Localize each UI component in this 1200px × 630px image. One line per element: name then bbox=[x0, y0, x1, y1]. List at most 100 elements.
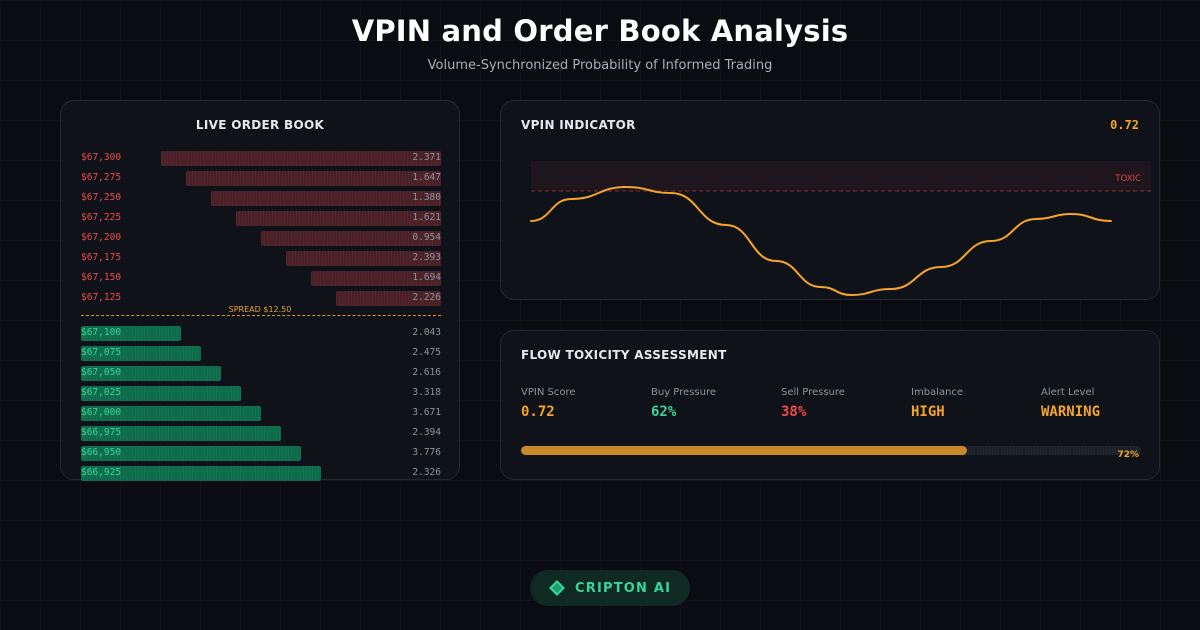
bid-price: $66,950 bbox=[81, 447, 122, 458]
ask-row: $67,225 1.621 bbox=[81, 211, 441, 226]
order-book-title: LIVE ORDER BOOK bbox=[195, 118, 325, 132]
metric-value: 62% bbox=[651, 404, 677, 420]
bid-size: 2.616 bbox=[412, 367, 441, 378]
toxic-label: TOXIC bbox=[1114, 174, 1141, 184]
ask-price: $67,125 bbox=[81, 292, 122, 303]
bid-size: 3.671 bbox=[412, 407, 441, 418]
metric-imbalance: Imbalance HIGH bbox=[911, 387, 1041, 420]
bid-price: $66,925 bbox=[81, 467, 122, 478]
ask-depth-bar bbox=[336, 291, 441, 306]
ask-price: $67,275 bbox=[81, 172, 122, 183]
toxicity-progress-label: 72% bbox=[1117, 450, 1139, 460]
ask-depth-bar bbox=[236, 211, 441, 226]
bid-row: $67,100 2.043 bbox=[81, 326, 441, 341]
ask-size: 1.647 bbox=[412, 172, 441, 183]
bid-depth-bar bbox=[81, 366, 221, 381]
bid-depth-bar bbox=[81, 426, 281, 441]
spread-label: SPREAD $12.50 bbox=[61, 305, 459, 314]
vpin-indicator-panel: VPIN INDICATOR 0.72 TOXIC bbox=[500, 100, 1160, 300]
page-subtitle: Volume-Synchronized Probability of Infor… bbox=[427, 58, 773, 73]
ask-size: 2.371 bbox=[412, 152, 441, 163]
bid-depth-bar bbox=[81, 406, 261, 421]
bid-depth-bar bbox=[81, 466, 321, 481]
metric-alert-level: Alert Level WARNING bbox=[1041, 387, 1171, 420]
ask-price: $67,300 bbox=[81, 152, 122, 163]
ask-price: $67,175 bbox=[81, 252, 122, 263]
metric-value: WARNING bbox=[1041, 404, 1101, 420]
ask-depth-bar bbox=[186, 171, 441, 186]
bid-row: $67,000 3.671 bbox=[81, 406, 441, 421]
metric-label: Sell Pressure bbox=[781, 387, 845, 398]
bid-size: 2.394 bbox=[412, 427, 441, 438]
metric-buy-pressure: Buy Pressure 62% bbox=[651, 387, 781, 420]
ask-size: 2.393 bbox=[412, 252, 441, 263]
bid-row: $67,075 2.475 bbox=[81, 346, 441, 361]
ask-size: 1.621 bbox=[412, 212, 441, 223]
bid-size: 2.326 bbox=[412, 467, 441, 478]
bid-depth-bar bbox=[81, 326, 181, 341]
toxic-zone bbox=[531, 161, 1151, 191]
metric-value: 0.72 bbox=[521, 404, 555, 420]
bid-price: $66,975 bbox=[81, 427, 122, 438]
diamond-icon bbox=[549, 580, 565, 596]
vpin-current-value: 0.72 bbox=[1110, 118, 1139, 132]
ask-size: 1.380 bbox=[412, 192, 441, 203]
bid-size: 2.475 bbox=[412, 347, 441, 358]
vpin-series-line bbox=[530, 185, 1112, 297]
ask-size: 1.694 bbox=[412, 272, 441, 283]
metric-value: HIGH bbox=[911, 404, 945, 420]
metric-label: Imbalance bbox=[911, 387, 964, 398]
ask-depth-bar bbox=[211, 191, 441, 206]
bid-depth-bar bbox=[81, 446, 301, 461]
bid-row: $67,025 3.318 bbox=[81, 386, 441, 401]
ask-row: $67,125 2.226 bbox=[81, 291, 441, 306]
ask-price: $67,150 bbox=[81, 272, 122, 283]
page-title: VPIN and Order Book Analysis bbox=[351, 14, 849, 48]
ask-depth-bar bbox=[286, 251, 441, 266]
ask-price: $67,225 bbox=[81, 212, 122, 223]
ask-row: $67,300 2.371 bbox=[81, 151, 441, 166]
metric-label: Buy Pressure bbox=[651, 387, 716, 398]
bid-price: $67,100 bbox=[81, 327, 122, 338]
ask-depth-bar bbox=[261, 231, 441, 246]
brand-badge[interactable]: CRIPTON AI bbox=[530, 570, 690, 606]
metric-label: VPIN Score bbox=[521, 387, 576, 398]
bid-row: $67,050 2.616 bbox=[81, 366, 441, 381]
ask-row: $67,275 1.647 bbox=[81, 171, 441, 186]
ask-depth-bar bbox=[311, 271, 441, 286]
metric-vpin-score: VPIN Score 0.72 bbox=[521, 387, 651, 420]
ask-size: 0.954 bbox=[412, 232, 441, 243]
metric-value: 38% bbox=[781, 404, 807, 420]
flow-toxicity-panel: FLOW TOXICITY ASSESSMENT VPIN Score 0.72… bbox=[500, 330, 1160, 480]
vpin-chart: TOXIC bbox=[530, 161, 1151, 297]
flow-toxicity-title: FLOW TOXICITY ASSESSMENT bbox=[521, 348, 727, 362]
bid-price: $67,025 bbox=[81, 387, 122, 398]
bid-depth-bar bbox=[81, 346, 201, 361]
bid-row: $66,975 2.394 bbox=[81, 426, 441, 441]
bid-row: $66,950 3.776 bbox=[81, 446, 441, 461]
ask-row: $67,150 1.694 bbox=[81, 271, 441, 286]
bid-row: $66,925 2.326 bbox=[81, 466, 441, 481]
toxicity-progress-bar bbox=[521, 446, 1141, 455]
ask-price: $67,250 bbox=[81, 192, 122, 203]
ask-depth-bar bbox=[161, 151, 441, 166]
bid-price: $67,000 bbox=[81, 407, 122, 418]
ask-price: $67,200 bbox=[81, 232, 122, 243]
bid-size: 3.318 bbox=[412, 387, 441, 398]
brand-label: CRIPTON AI bbox=[575, 581, 672, 596]
ask-row: $67,250 1.380 bbox=[81, 191, 441, 206]
toxicity-progress-fill bbox=[521, 446, 968, 455]
ask-size: 2.226 bbox=[412, 292, 441, 303]
ask-row: $67,200 0.954 bbox=[81, 231, 441, 246]
bid-size: 3.776 bbox=[412, 447, 441, 458]
bid-size: 2.043 bbox=[412, 327, 441, 338]
bid-depth-bar bbox=[81, 386, 241, 401]
metric-sell-pressure: Sell Pressure 38% bbox=[781, 387, 911, 420]
spread-divider bbox=[81, 315, 441, 316]
bid-price: $67,075 bbox=[81, 347, 122, 358]
order-book-panel: LIVE ORDER BOOK $67,300 2.371 $67,275 1.647… bbox=[60, 100, 460, 481]
bid-price: $67,050 bbox=[81, 367, 122, 378]
metric-label: Alert Level bbox=[1041, 387, 1095, 398]
vpin-indicator-title: VPIN INDICATOR bbox=[521, 118, 636, 132]
ask-row: $67,175 2.393 bbox=[81, 251, 441, 266]
